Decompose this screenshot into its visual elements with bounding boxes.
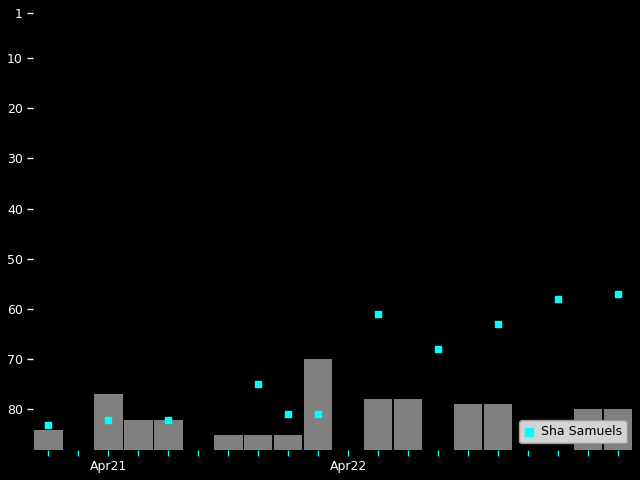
- Bar: [304, 359, 332, 450]
- Sha Samuels: [493, 320, 503, 328]
- Bar: [394, 399, 422, 450]
- Sha Samuels: [283, 411, 293, 419]
- Sha Samuels: [373, 310, 383, 318]
- Bar: [574, 409, 602, 450]
- Bar: [604, 409, 632, 450]
- Bar: [364, 399, 392, 450]
- Legend: Sha Samuels: Sha Samuels: [520, 420, 627, 444]
- Bar: [34, 430, 63, 450]
- Bar: [454, 405, 483, 450]
- Sha Samuels: [613, 290, 623, 298]
- Sha Samuels: [313, 411, 323, 419]
- Bar: [274, 434, 303, 450]
- Bar: [94, 395, 123, 450]
- Sha Samuels: [553, 295, 563, 303]
- Bar: [124, 420, 152, 450]
- Bar: [244, 434, 273, 450]
- Bar: [484, 405, 513, 450]
- Sha Samuels: [433, 346, 444, 353]
- Bar: [214, 434, 243, 450]
- Sha Samuels: [44, 420, 54, 428]
- Sha Samuels: [103, 416, 113, 423]
- Sha Samuels: [253, 381, 264, 388]
- Bar: [154, 420, 182, 450]
- Sha Samuels: [163, 416, 173, 423]
